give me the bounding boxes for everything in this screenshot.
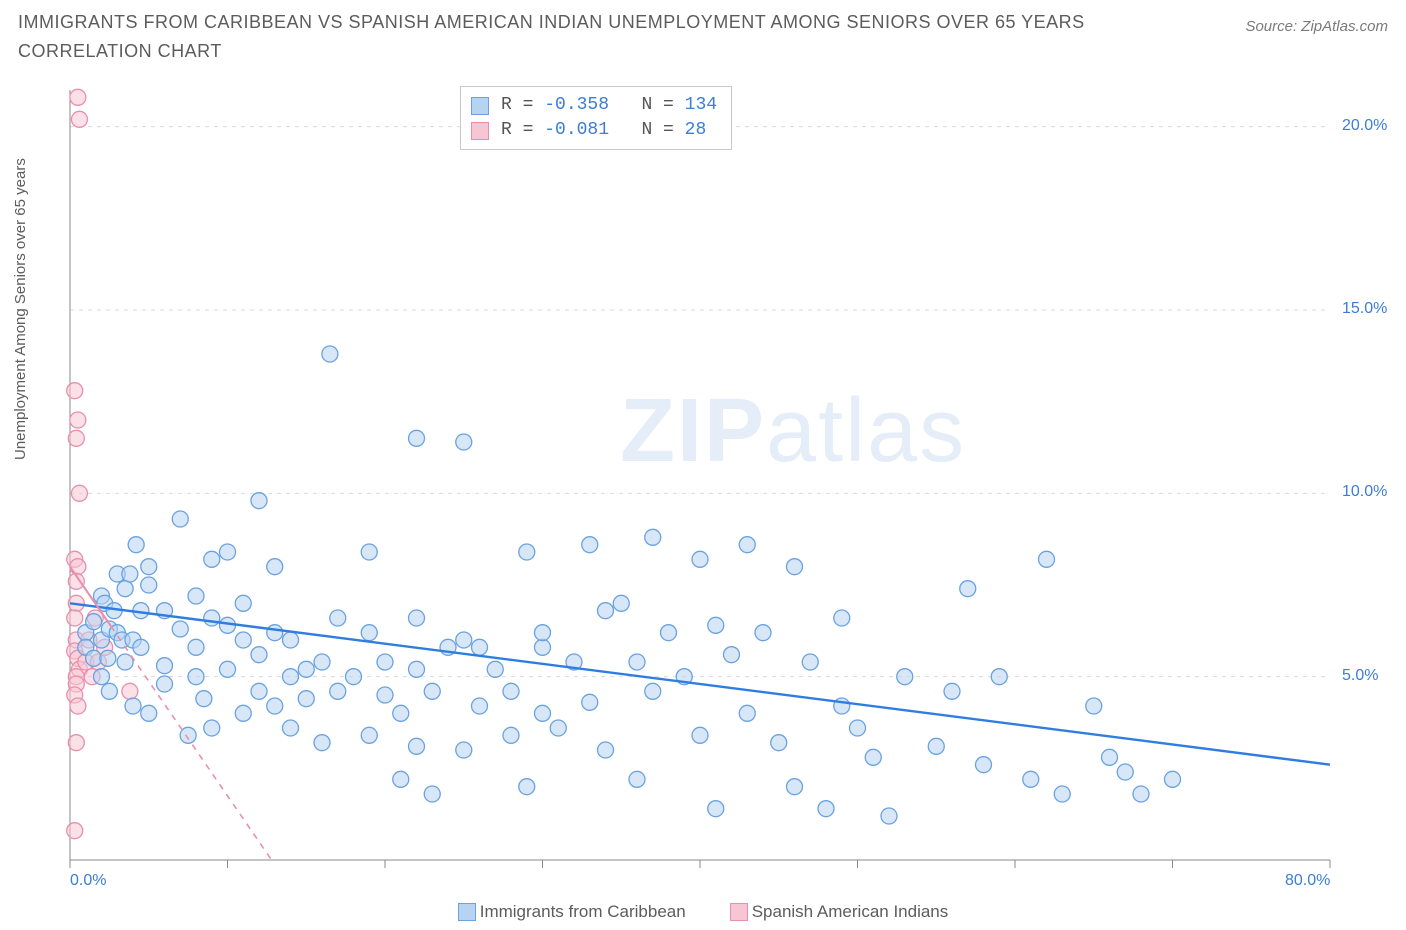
y-tick-label: 15.0% — [1342, 300, 1387, 318]
legend-swatch — [471, 122, 489, 140]
legend-item: Immigrants from Caribbean — [458, 902, 686, 922]
stats-text: R = -0.081 N = 28 — [501, 118, 706, 143]
y-tick-label: 10.0% — [1342, 483, 1387, 501]
title-row: IMMIGRANTS FROM CARIBBEAN VS SPANISH AME… — [18, 8, 1388, 66]
legend-swatch — [458, 903, 476, 921]
stats-row: R = -0.358 N = 134 — [471, 93, 717, 118]
legend-swatch — [730, 903, 748, 921]
y-axis-label: Unemployment Among Seniors over 65 years — [12, 158, 29, 460]
legend-swatch — [471, 97, 489, 115]
stats-row: R = -0.081 N = 28 — [471, 118, 717, 143]
source-credit: Source: ZipAtlas.com — [1245, 18, 1388, 35]
x-tick-label: 0.0% — [70, 872, 106, 890]
legend-label: Spanish American Indians — [752, 902, 949, 922]
y-tick-label: 5.0% — [1342, 667, 1378, 685]
chart-title: IMMIGRANTS FROM CARIBBEAN VS SPANISH AME… — [18, 8, 1118, 66]
bottom-legend: Immigrants from Caribbean Spanish America… — [0, 902, 1406, 926]
x-tick-label: 80.0% — [1285, 872, 1330, 890]
stats-legend-box: R = -0.358 N = 134R = -0.081 N = 28 — [460, 86, 732, 150]
plot-area — [60, 80, 1380, 890]
legend-item: Spanish American Indians — [730, 902, 949, 922]
scatter-chart — [60, 80, 1380, 890]
y-tick-label: 20.0% — [1342, 117, 1387, 135]
legend-label: Immigrants from Caribbean — [480, 902, 686, 922]
stats-text: R = -0.358 N = 134 — [501, 93, 717, 118]
